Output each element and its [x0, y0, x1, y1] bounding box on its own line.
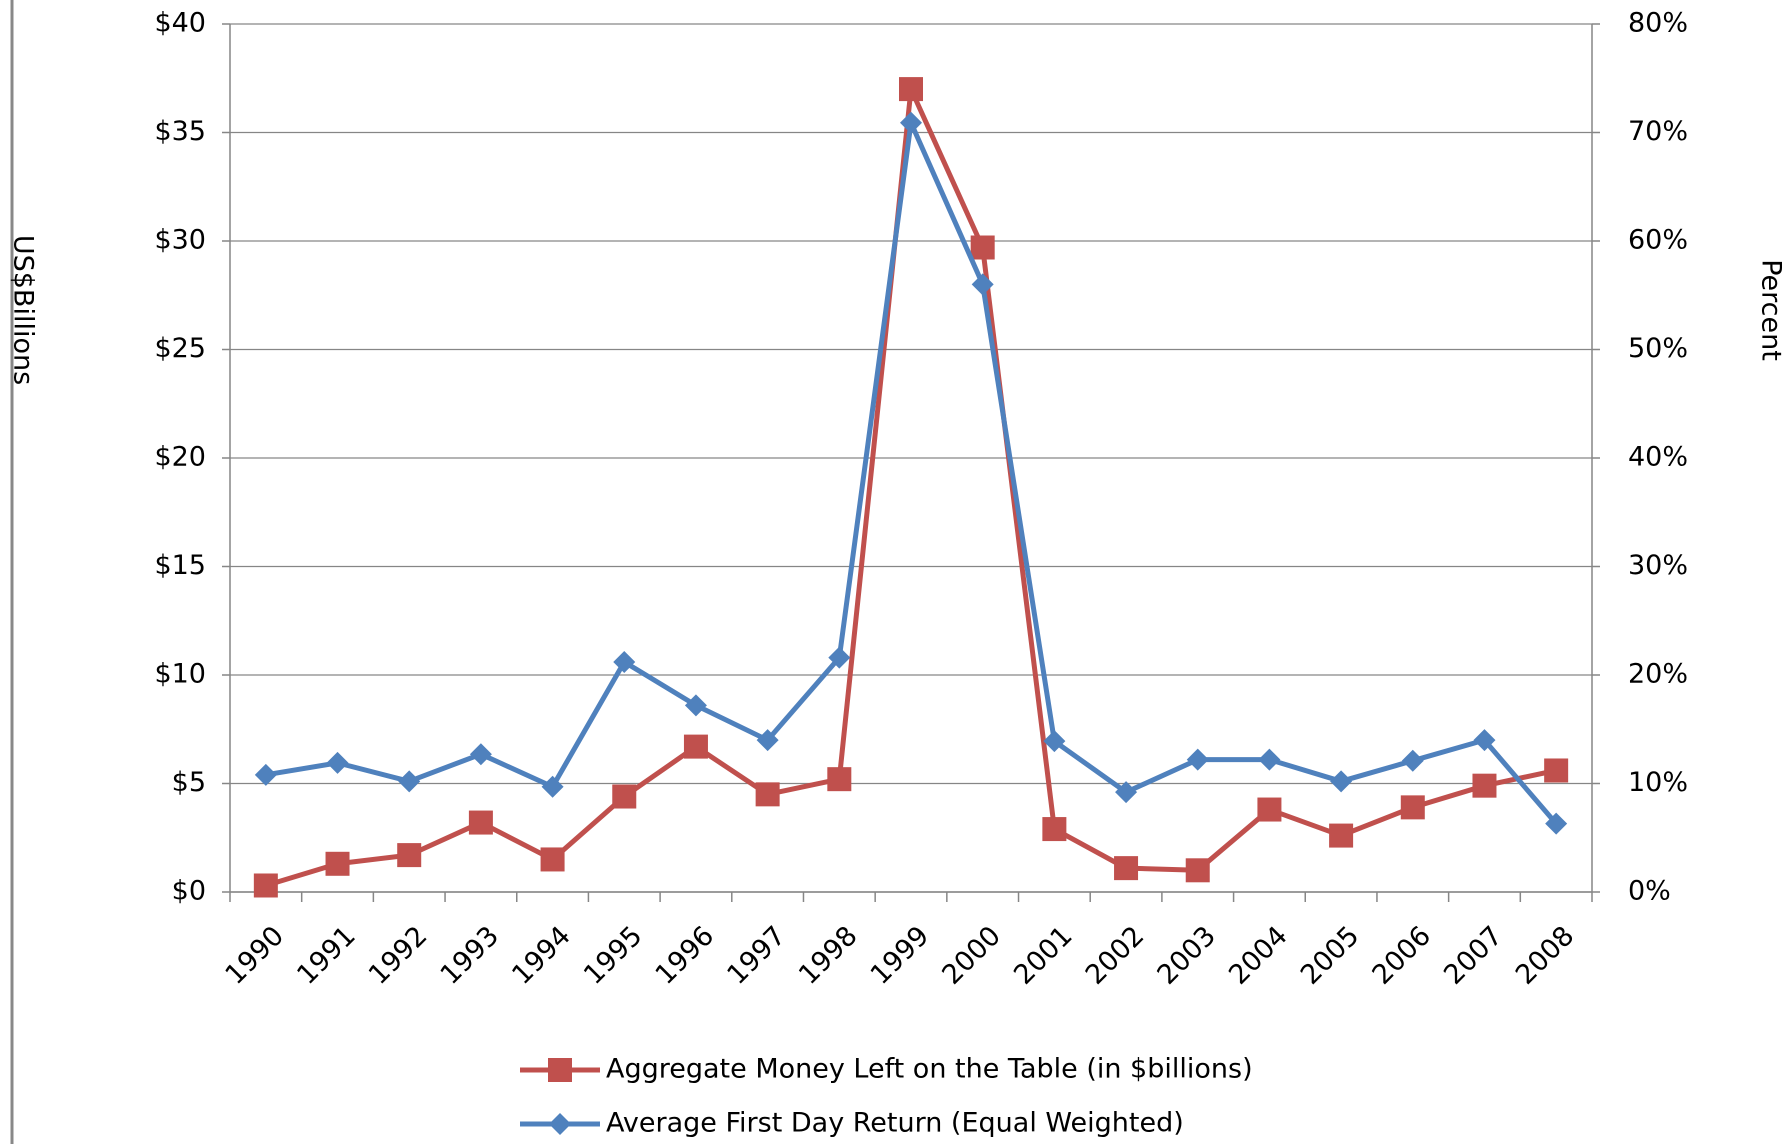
data-marker — [683, 734, 708, 759]
data-marker — [1329, 823, 1354, 848]
y2-tick-label: 10% — [1628, 767, 1688, 798]
y2-tick-label: 0% — [1628, 876, 1671, 907]
data-marker — [1257, 797, 1282, 822]
data-marker — [1115, 781, 1138, 804]
data-marker — [253, 873, 278, 898]
y2-tick-label: 60% — [1628, 225, 1688, 256]
y-tick-label: $25 — [154, 333, 206, 364]
data-marker — [468, 810, 493, 835]
data-marker — [755, 782, 780, 807]
data-marker — [899, 77, 923, 102]
data-marker — [612, 784, 637, 809]
data-marker — [1472, 773, 1497, 798]
y2-tick-label: 50% — [1628, 333, 1688, 364]
data-marker — [970, 235, 995, 260]
data-marker — [325, 851, 350, 876]
y2-axis-title: Percent — [1756, 259, 1787, 361]
data-marker — [254, 763, 277, 786]
data-marker — [1544, 758, 1569, 783]
data-marker — [756, 729, 779, 752]
data-marker — [1042, 817, 1067, 842]
y2-tick-label: 30% — [1628, 550, 1688, 581]
data-marker — [828, 646, 851, 669]
data-marker — [397, 843, 422, 868]
data-marker — [684, 694, 707, 717]
data-marker — [1330, 770, 1353, 793]
y2-tick-label: 80% — [1628, 8, 1688, 39]
y-tick-label: $30 — [154, 225, 206, 256]
y-tick-label: $10 — [154, 659, 206, 690]
y2-tick-label: 40% — [1628, 442, 1688, 473]
data-marker — [1258, 748, 1281, 771]
y-tick-label: $5 — [172, 767, 206, 798]
data-marker — [541, 775, 564, 798]
data-marker — [398, 770, 421, 793]
legend-label: Aggregate Money Left on the Table (in $b… — [606, 1054, 1253, 1085]
data-marker — [1114, 856, 1139, 881]
y-tick-label: $40 — [154, 8, 206, 39]
data-marker — [1545, 812, 1568, 835]
data-marker — [326, 751, 349, 774]
y-tick-label: $0 — [172, 876, 206, 907]
data-marker — [971, 273, 994, 296]
data-marker — [469, 743, 492, 766]
legend-label: Average First Day Return (Equal Weighted… — [606, 1108, 1184, 1139]
y-tick-label: $35 — [154, 116, 206, 147]
legend-marker — [548, 1058, 572, 1082]
data-marker — [540, 847, 565, 872]
data-marker — [900, 111, 922, 134]
y-axis-title: US$Billions — [8, 235, 39, 385]
y2-tick-label: 70% — [1628, 116, 1688, 147]
data-marker — [1185, 858, 1210, 883]
data-marker — [1186, 748, 1209, 771]
data-marker — [1043, 730, 1066, 753]
data-marker — [1400, 795, 1425, 820]
data-marker — [613, 650, 636, 673]
legend-marker — [549, 1113, 571, 1135]
y2-tick-label: 20% — [1628, 659, 1688, 690]
y-tick-label: $20 — [154, 442, 206, 473]
y-tick-label: $15 — [154, 550, 206, 581]
data-marker — [827, 767, 852, 792]
data-marker — [1401, 749, 1424, 772]
data-marker — [1473, 729, 1496, 752]
